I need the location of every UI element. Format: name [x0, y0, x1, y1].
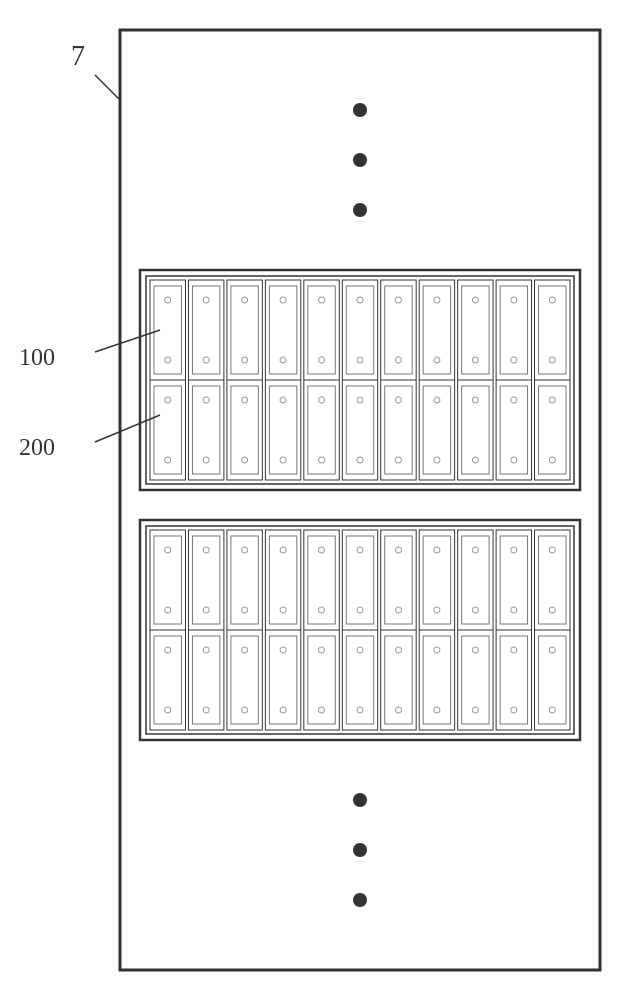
callout-label-200: 200 [19, 435, 55, 461]
drive-array-1 [140, 520, 580, 740]
drive-array-0 [140, 270, 580, 490]
top-ellipsis-dot [353, 153, 367, 167]
diagram-stage: 7 100 200 [0, 0, 623, 1000]
bottom-ellipsis-dot [353, 843, 367, 857]
top-ellipsis-dot [353, 203, 367, 217]
canvas-bg [0, 0, 623, 1000]
callout-label-7: 7 [71, 41, 85, 72]
callout-label-100: 100 [19, 345, 55, 371]
top-ellipsis-dot [353, 103, 367, 117]
bottom-ellipsis-dot [353, 893, 367, 907]
bottom-ellipsis-dot [353, 793, 367, 807]
